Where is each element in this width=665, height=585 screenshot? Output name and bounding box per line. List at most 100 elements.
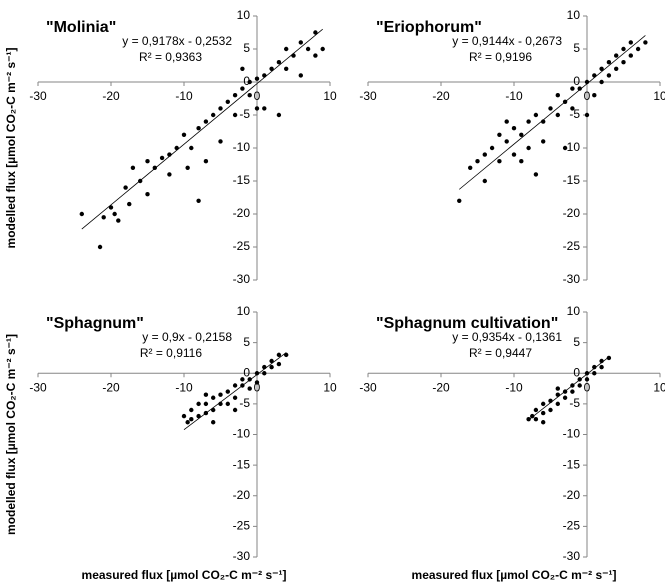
trend-equation: y = 0,9144x - 0,2673 <box>452 34 562 48</box>
trendline <box>183 352 287 431</box>
point <box>185 420 190 425</box>
point <box>196 401 201 407</box>
x-tick-label: -20 <box>102 89 120 103</box>
point <box>614 66 619 72</box>
point <box>526 119 531 124</box>
y-tick-label: -15 <box>563 173 581 187</box>
point <box>562 395 568 400</box>
point <box>262 364 267 370</box>
point <box>203 392 209 397</box>
point <box>196 198 201 203</box>
point <box>635 46 641 52</box>
y-tick-label: -30 <box>233 272 251 286</box>
point <box>211 112 216 118</box>
y-tick-label: -25 <box>233 239 251 253</box>
x-tick-label: 10 <box>653 380 665 394</box>
point <box>167 152 172 157</box>
point <box>606 73 612 78</box>
point <box>225 99 230 105</box>
trend-equation: y = 0,9x - 0,2158 <box>142 330 232 344</box>
x-tick-label: -10 <box>505 89 523 103</box>
point <box>167 172 172 177</box>
point <box>269 358 274 364</box>
point <box>541 410 546 416</box>
point <box>232 383 238 388</box>
point <box>232 112 238 118</box>
point <box>262 73 267 78</box>
x-tick-label: 0 <box>254 380 261 394</box>
point <box>533 407 539 413</box>
x-tick-label: -30 <box>29 89 47 103</box>
point <box>152 165 157 170</box>
point <box>548 398 553 404</box>
point <box>108 205 114 210</box>
point <box>232 407 238 413</box>
point <box>254 371 260 376</box>
point <box>526 145 531 151</box>
point <box>112 211 117 217</box>
y-tick-label: -10 <box>563 140 581 154</box>
point <box>254 76 260 81</box>
panel-title: "Eriophorum" <box>376 19 482 36</box>
point <box>519 159 524 164</box>
x-tick-label: -30 <box>359 380 377 394</box>
point <box>174 145 179 151</box>
point <box>211 420 216 425</box>
point <box>592 371 597 376</box>
y-axis-label: modelled flux [µmol CO₂-C m⁻² s⁻¹] <box>4 334 18 535</box>
point <box>240 86 245 91</box>
point <box>592 73 597 78</box>
point <box>189 416 194 422</box>
y-tick-label: 10 <box>567 304 581 318</box>
point <box>181 132 187 137</box>
x-tick-label: 0 <box>584 89 591 103</box>
y-tick-label: -10 <box>563 427 581 441</box>
point <box>555 401 560 407</box>
panel-title: "Molinia" <box>46 19 116 36</box>
point <box>262 371 267 376</box>
point <box>533 416 539 422</box>
point <box>628 53 633 58</box>
point <box>185 165 190 170</box>
point <box>533 172 539 177</box>
point <box>504 119 509 124</box>
y-tick-label: -20 <box>563 206 581 220</box>
y-tick-label: -25 <box>563 519 581 533</box>
point <box>189 407 194 413</box>
y-tick-label: 5 <box>573 41 580 55</box>
point <box>247 377 252 382</box>
point <box>541 139 546 144</box>
point <box>577 377 582 382</box>
x-tick-label: -10 <box>175 380 193 394</box>
point <box>101 215 106 220</box>
point <box>276 60 282 65</box>
y-tick-label: -5 <box>239 396 250 410</box>
y-tick-label: -25 <box>563 239 581 253</box>
point <box>562 145 568 151</box>
point <box>599 79 604 85</box>
point <box>254 380 260 385</box>
point <box>305 46 311 52</box>
y-tick-label: -15 <box>233 173 251 187</box>
x-axis-label: measured flux [µmol CO₂-C m⁻² s⁻¹] <box>412 568 617 582</box>
x-tick-label: 10 <box>323 380 337 394</box>
y-tick-label: 0 <box>573 74 580 88</box>
point <box>599 358 604 364</box>
point <box>159 155 165 161</box>
point <box>457 198 462 203</box>
point <box>291 53 296 58</box>
panel-title: "Sphagnum cultivation" <box>376 315 558 332</box>
trend-r2: R² = 0,9447 <box>469 346 532 360</box>
point <box>562 389 568 394</box>
point <box>541 119 546 124</box>
point <box>548 407 553 413</box>
point <box>225 401 230 407</box>
point <box>562 99 568 105</box>
y-tick-label: -30 <box>563 272 581 286</box>
point <box>482 152 487 157</box>
point <box>181 413 187 419</box>
point <box>284 352 289 358</box>
point <box>541 401 546 407</box>
point <box>97 244 103 250</box>
trend-r2: R² = 0,9363 <box>139 50 202 64</box>
